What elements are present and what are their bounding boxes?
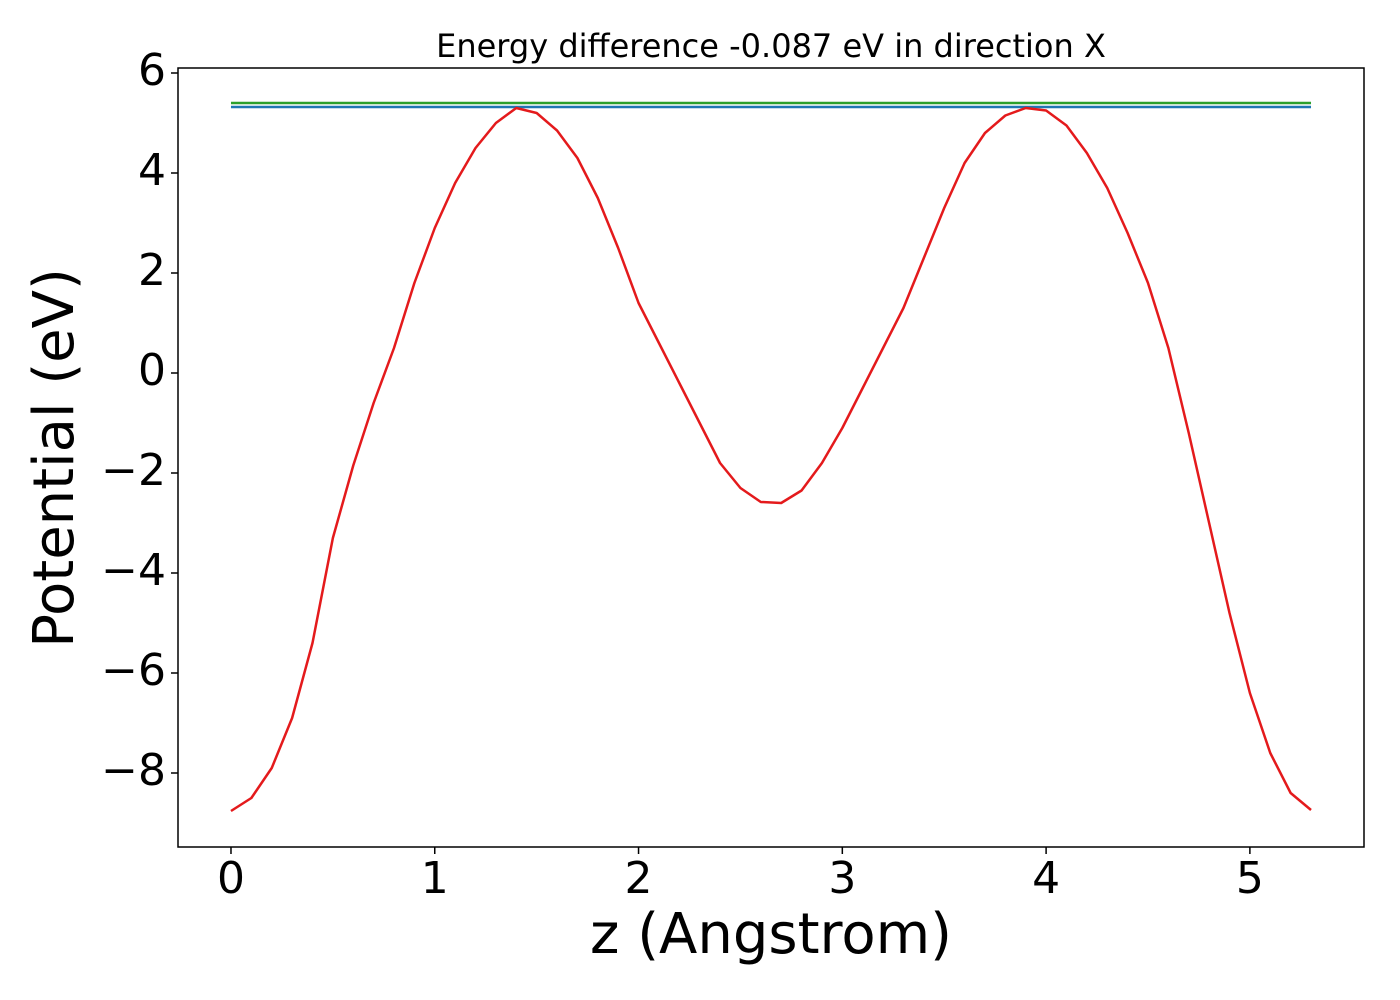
y-tick-label: 4: [138, 145, 166, 196]
y-tick-label: −4: [101, 545, 166, 596]
line-series: [230, 106, 1312, 813]
y-tick-label: −2: [101, 445, 166, 496]
chart-title: Energy difference -0.087 eV in direction…: [436, 27, 1106, 65]
plot-frame: [177, 67, 1365, 848]
x-tick-label: 3: [828, 853, 856, 904]
x-tick-label: 0: [217, 853, 245, 904]
x-tick-label: 1: [421, 853, 449, 904]
y-tick-label: 0: [138, 345, 166, 396]
y-tick-label: 6: [138, 45, 166, 96]
y-tick-label: −6: [101, 645, 166, 696]
y-tick-label: −8: [101, 745, 166, 796]
x-axis-label: z (Angstrom): [590, 902, 952, 967]
x-tick-label: 2: [625, 853, 653, 904]
x-tick-label: 5: [1236, 853, 1264, 904]
x-tick-label: 4: [1032, 853, 1060, 904]
y-tick-label: 2: [138, 245, 166, 296]
y-axis-label: Potential (eV): [22, 268, 87, 648]
